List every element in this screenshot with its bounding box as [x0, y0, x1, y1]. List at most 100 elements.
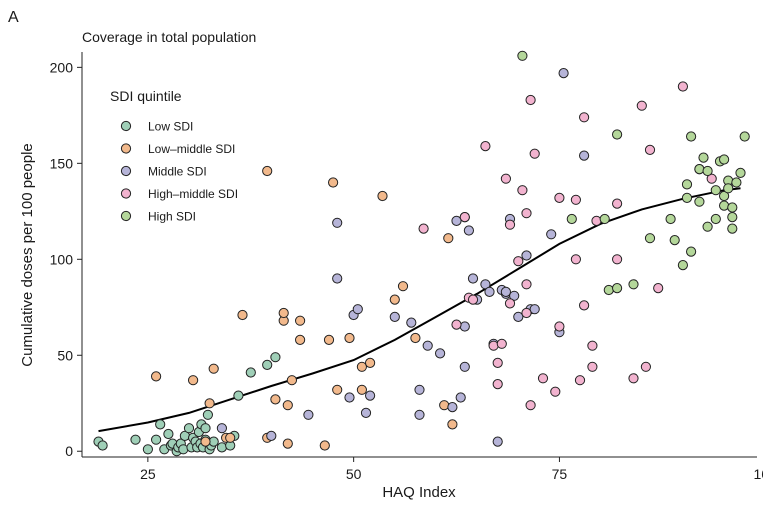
- data-point: [727, 212, 738, 223]
- data-point: [727, 223, 738, 234]
- data-point: [377, 190, 388, 202]
- data-point: [245, 367, 256, 378]
- data-point: [208, 363, 219, 374]
- data-point: [694, 196, 705, 207]
- data-point: [344, 332, 355, 344]
- data-point: [295, 334, 306, 345]
- data-point: [323, 334, 335, 345]
- data-point: [216, 442, 227, 453]
- data-point: [504, 298, 516, 309]
- chart-title: Coverage in total population: [82, 29, 256, 45]
- data-point: [640, 361, 652, 372]
- data-point: [328, 177, 339, 188]
- data-point: [723, 183, 734, 194]
- data-point: [422, 340, 433, 351]
- data-point: [410, 332, 421, 344]
- legend-label: Low–middle SDI: [148, 142, 235, 156]
- data-point: [151, 434, 162, 445]
- data-point: [628, 373, 639, 384]
- data-point: [677, 81, 689, 92]
- data-point: [435, 348, 446, 359]
- data-point: [459, 321, 470, 332]
- data-point: [360, 407, 372, 418]
- data-point: [151, 371, 162, 382]
- data-point: [612, 283, 623, 294]
- data-point: [517, 185, 528, 196]
- data-point: [686, 246, 697, 257]
- data-point: [686, 131, 697, 142]
- data-point: [644, 144, 656, 155]
- data-point: [303, 409, 314, 420]
- data-point: [566, 213, 577, 225]
- data-point: [200, 436, 211, 447]
- panel-label: A: [8, 9, 19, 26]
- data-point: [451, 215, 462, 226]
- legend-swatch: [120, 210, 132, 222]
- x-tick-label: 100: [754, 466, 763, 482]
- data-point: [319, 440, 330, 451]
- data-point: [529, 148, 540, 159]
- x-tick-label: 50: [346, 466, 362, 482]
- data-point: [492, 436, 503, 447]
- y-tick-label: 100: [50, 251, 74, 267]
- data-point: [262, 359, 273, 370]
- data-point: [554, 192, 565, 203]
- data-point: [525, 94, 536, 106]
- data-point: [202, 409, 213, 420]
- data-point: [706, 173, 717, 184]
- data-point: [599, 213, 610, 225]
- legend-swatch: [120, 143, 132, 154]
- legend-title: SDI quintile: [110, 88, 182, 104]
- data-point: [278, 307, 289, 319]
- legend-label: High–middle SDI: [148, 187, 238, 201]
- data-points: [93, 50, 750, 457]
- data-point: [463, 225, 474, 236]
- data-point: [612, 129, 623, 140]
- data-point: [270, 352, 281, 363]
- data-point: [447, 402, 458, 413]
- legend-label: High SDI: [148, 210, 196, 224]
- data-point: [332, 273, 343, 284]
- data-point: [591, 215, 602, 226]
- data-point: [500, 173, 511, 184]
- data-point: [467, 273, 479, 284]
- data-point: [570, 254, 582, 265]
- data-point: [735, 167, 746, 178]
- data-point: [188, 375, 199, 386]
- data-point: [200, 423, 211, 434]
- data-point: [492, 379, 503, 390]
- data-point: [365, 390, 376, 401]
- data-point: [467, 294, 479, 305]
- data-point: [439, 400, 450, 411]
- y-tick-label: 200: [50, 59, 74, 75]
- legend-swatch: [120, 188, 132, 199]
- data-point: [492, 357, 503, 368]
- data-point: [500, 286, 511, 297]
- data-point: [237, 309, 248, 321]
- data-point: [509, 290, 520, 301]
- data-point: [282, 400, 293, 411]
- data-point: [233, 390, 244, 401]
- data-point: [731, 177, 742, 188]
- data-point: [554, 321, 565, 332]
- data-point: [537, 373, 549, 384]
- data-point: [216, 423, 227, 434]
- data-point: [587, 340, 598, 351]
- data-point: [142, 444, 153, 455]
- data-point: [397, 281, 409, 292]
- data-point: [130, 434, 141, 445]
- data-point: [262, 165, 273, 177]
- data-point: [739, 131, 750, 142]
- data-point: [356, 384, 367, 395]
- data-point: [513, 256, 524, 267]
- data-point: [570, 194, 582, 205]
- data-point: [636, 100, 647, 111]
- data-point: [719, 190, 730, 202]
- data-point: [504, 219, 516, 230]
- data-point: [447, 419, 458, 430]
- data-point: [710, 185, 721, 196]
- data-point: [183, 423, 195, 434]
- data-point: [603, 284, 614, 296]
- data-point: [480, 141, 491, 152]
- data-point: [517, 50, 528, 61]
